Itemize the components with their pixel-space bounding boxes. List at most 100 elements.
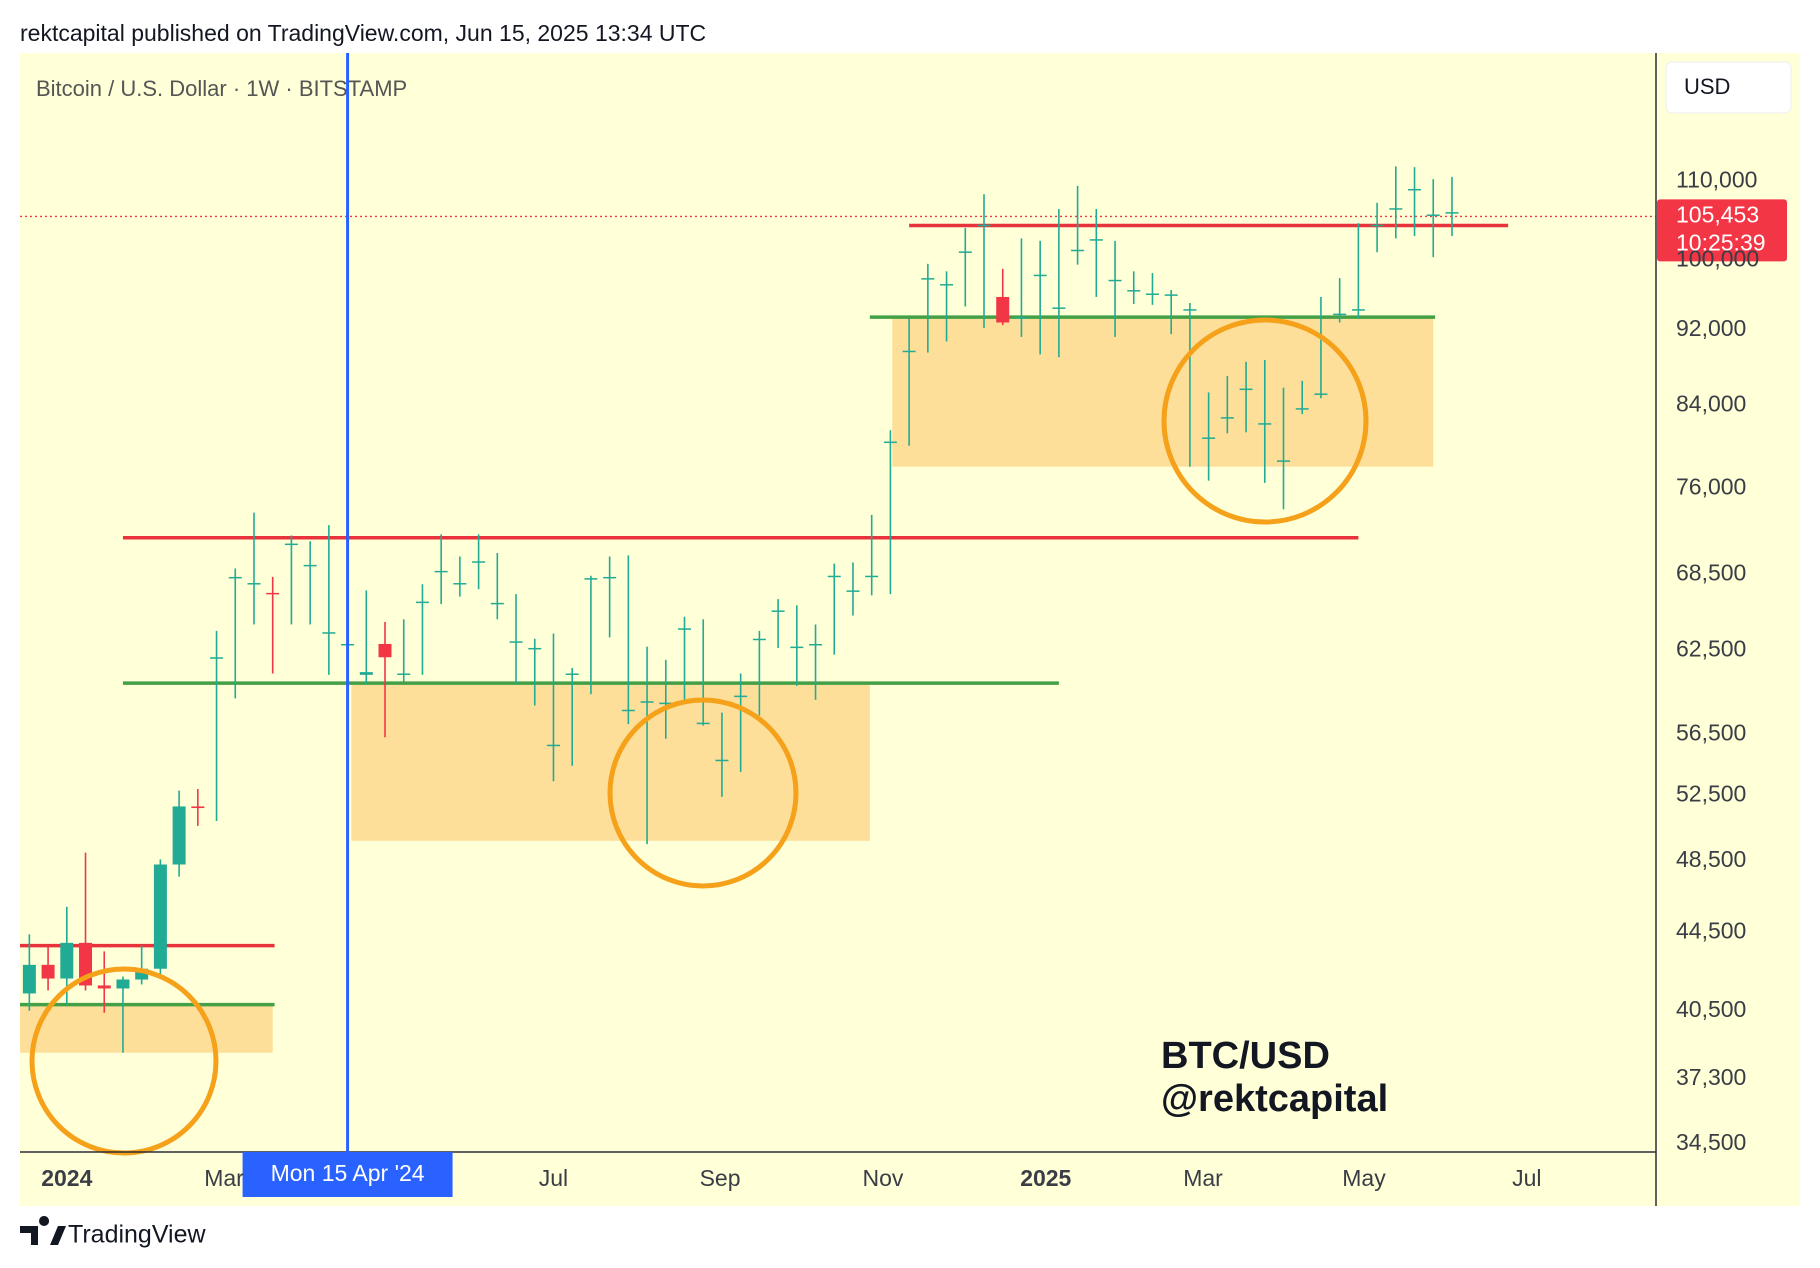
zone — [20, 1004, 273, 1053]
x-tick-label: Jul — [1512, 1165, 1541, 1191]
candle-body — [378, 643, 392, 658]
candle-body — [790, 646, 804, 649]
y-tick-label: 62,500 — [1676, 636, 1746, 662]
y-tick-label: 68,500 — [1676, 560, 1746, 586]
highlight-circle — [1161, 317, 1369, 525]
footer-brand: TradingView — [68, 1221, 207, 1249]
y-tick-label: 100,000 — [1676, 246, 1759, 272]
candle-body — [453, 583, 467, 585]
y-tick-label: 48,500 — [1676, 846, 1746, 872]
candle-body — [1408, 188, 1422, 191]
candle-body — [752, 638, 766, 641]
candle-body — [116, 979, 130, 989]
x-tick-label: Mar — [204, 1165, 244, 1191]
candle-body — [434, 570, 448, 573]
overlay: BTC/USD@rektcapital Mon 15 Apr '24 105,453… — [242, 53, 1787, 1197]
currency-button[interactable] — [1665, 61, 1792, 114]
x-tick-label: 2024 — [41, 1165, 92, 1191]
candle-body — [921, 278, 935, 280]
candle-body — [191, 806, 205, 809]
candle-body — [415, 601, 429, 604]
candle-body — [1145, 293, 1159, 296]
candle-body — [771, 610, 785, 612]
candle-body — [846, 590, 860, 592]
candle-body — [603, 576, 617, 579]
candle-body — [1108, 279, 1122, 282]
watermark: @rektcapital — [1161, 1078, 1388, 1120]
candle-body — [490, 602, 504, 605]
candle-body — [1220, 417, 1234, 419]
x-tick-label: Jul — [539, 1165, 568, 1191]
candle-body — [1277, 460, 1291, 462]
footer-logo — [20, 1216, 66, 1245]
x-tick-label: Sep — [700, 1165, 741, 1191]
candle-body — [284, 543, 298, 546]
candle-body — [153, 864, 167, 969]
candle-body — [865, 575, 879, 578]
candle-body — [1033, 274, 1047, 277]
crosshair-label: Mon 15 Apr '24 — [271, 1160, 425, 1186]
candle-body — [60, 942, 74, 979]
candle-body — [1426, 214, 1440, 216]
candle-body — [509, 641, 523, 643]
plot — [20, 166, 1656, 1053]
x-tick-label: Mar — [1183, 1165, 1223, 1191]
logo — [20, 1216, 66, 1245]
candle-body — [266, 592, 280, 595]
candle-body — [1071, 249, 1085, 252]
candle-body — [1295, 408, 1309, 410]
candle-body — [1164, 294, 1178, 296]
x-tick-label: Nov — [862, 1165, 903, 1191]
candle-body — [1351, 309, 1365, 311]
candle-body — [565, 673, 579, 675]
y-tick-label: 44,500 — [1676, 918, 1746, 944]
header: rektcapital published on TradingView.com… — [20, 20, 706, 46]
candle-body — [958, 251, 972, 253]
candle-body — [1202, 437, 1216, 439]
y-tick-label: 52,500 — [1676, 780, 1746, 806]
last-price-label: 105,453 — [1676, 201, 1759, 227]
candle-body — [1239, 388, 1253, 391]
y-tick-label: 84,000 — [1676, 390, 1746, 416]
candle-body — [546, 744, 560, 747]
candle-body — [883, 441, 897, 444]
candle-body — [359, 672, 373, 675]
candle-body — [22, 964, 36, 994]
candle-body — [228, 576, 242, 579]
candle-body — [715, 759, 729, 762]
candle-body — [528, 647, 542, 650]
currency-label[interactable]: USD — [1684, 74, 1730, 99]
candle-body — [1127, 290, 1141, 292]
candle-body — [322, 632, 336, 634]
candle-body — [210, 657, 224, 659]
y-tick-label: 40,500 — [1676, 996, 1746, 1022]
zone — [892, 317, 1434, 467]
candle-body — [1389, 208, 1403, 210]
candle-body — [902, 350, 916, 353]
y-tick-label: 37,300 — [1676, 1064, 1746, 1090]
highlight-circle — [29, 966, 219, 1156]
candle-body — [734, 695, 748, 698]
candle-body — [1052, 307, 1066, 309]
last-price-box — [1657, 199, 1787, 262]
candle-body — [97, 985, 111, 989]
candle-body — [1445, 212, 1459, 214]
candle-body — [1183, 309, 1197, 311]
y-tick-label: 92,000 — [1676, 315, 1746, 341]
candle-body — [621, 709, 635, 712]
chart-legend: Bitcoin / U.S. Dollar · 1W · BITSTAMP — [36, 76, 407, 101]
candle-body — [1258, 423, 1272, 425]
y-tick-label: 56,500 — [1676, 719, 1746, 745]
candle-body — [135, 968, 149, 980]
y-tick-label: 76,000 — [1676, 473, 1746, 499]
x-tick-label: May — [1342, 1165, 1386, 1191]
candle-body — [303, 564, 317, 567]
candle-body — [696, 722, 710, 725]
candle-body — [659, 702, 673, 705]
candle-body — [809, 643, 823, 646]
candle-body — [827, 575, 841, 578]
candle-body — [640, 701, 654, 703]
candle-body — [584, 578, 598, 580]
